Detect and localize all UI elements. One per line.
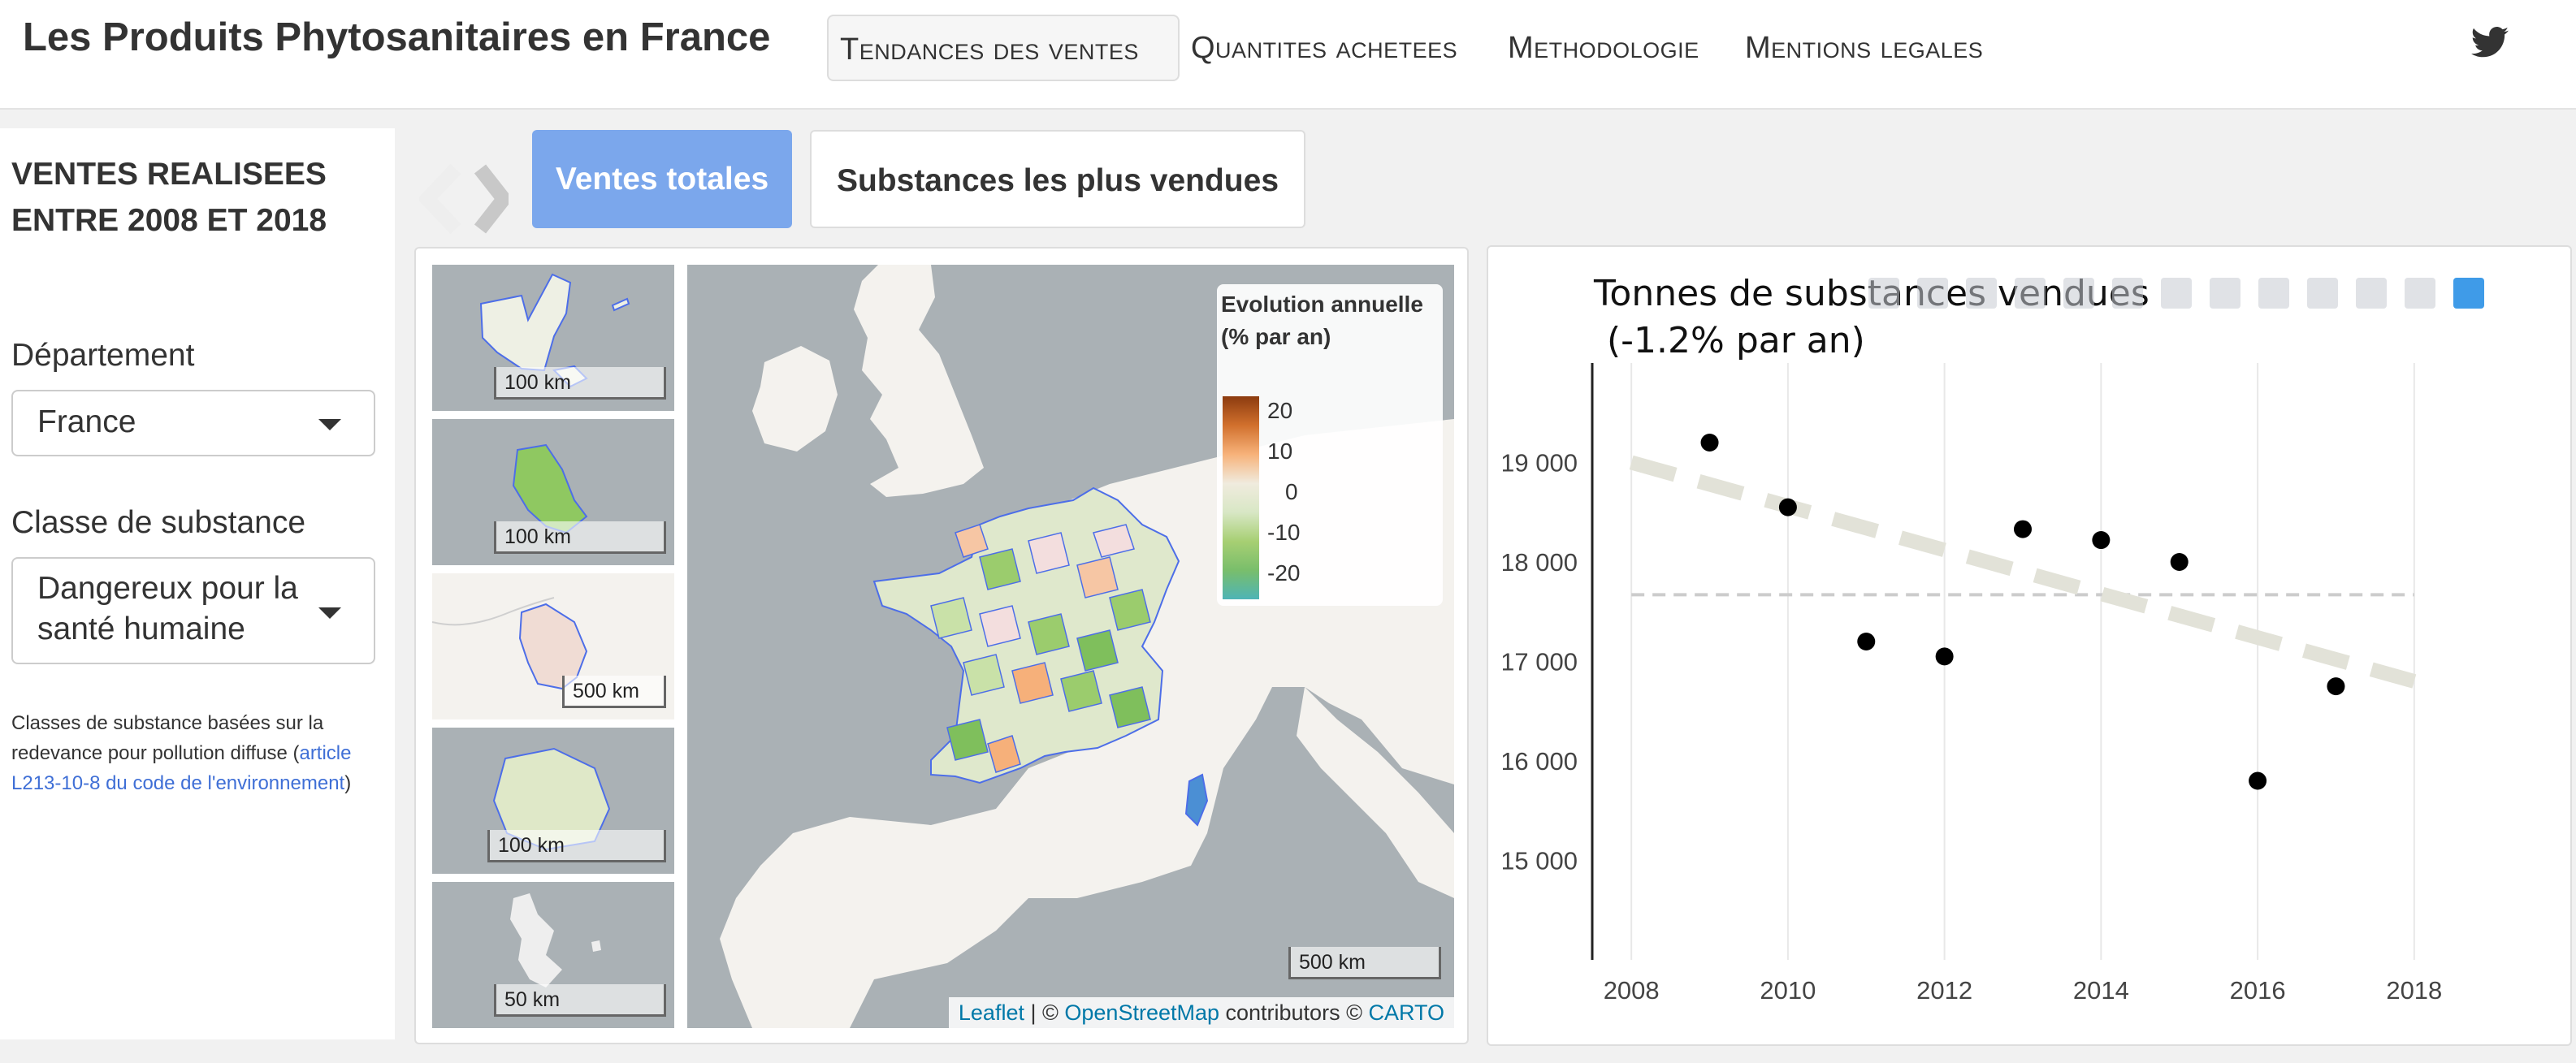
classe-value: Dangereux pour la santé humaine <box>37 571 298 646</box>
x-tick-label: 2010 <box>1760 976 1816 1005</box>
y-tick-label: 19 000 <box>1503 449 1578 477</box>
departement-select[interactable]: France <box>11 390 375 456</box>
camera-icon[interactable] <box>1868 278 1899 309</box>
chevron-down-icon <box>318 419 341 430</box>
article-link[interactable]: article L213-10-8 du code de l'environne… <box>11 742 352 794</box>
data-point <box>2170 553 2189 571</box>
legend-color-bar <box>1223 396 1259 599</box>
inset-scale: 100 km <box>494 367 666 400</box>
spike-icon[interactable] <box>2307 278 2338 309</box>
data-point <box>2327 677 2345 696</box>
inset-map-reunion[interactable]: 100 km <box>432 728 674 874</box>
x-tick-label: 2014 <box>2073 976 2129 1005</box>
home-icon[interactable] <box>2258 278 2289 309</box>
trend-line <box>1629 455 2417 689</box>
y-tick-label: 17 000 <box>1503 648 1578 676</box>
hover-compare-icon[interactable] <box>2405 278 2435 309</box>
lasso-icon[interactable] <box>2063 278 2094 309</box>
inset-map-guadeloupe[interactable]: 100 km <box>432 265 674 411</box>
legend-tick: 20 <box>1267 398 1293 423</box>
inset-map-martinique[interactable]: 100 km <box>432 419 674 565</box>
nav-link-quantites[interactable]: Quantites achetees <box>1191 31 1458 65</box>
x-tick-label: 2016 <box>2230 976 2286 1005</box>
y-tick-label: 16 000 <box>1503 747 1578 776</box>
legend-tick: -20 <box>1267 560 1301 586</box>
legend-title: Evolution annuelle (% par an) <box>1221 292 1423 349</box>
data-point <box>1778 498 1797 516</box>
data-point <box>1857 633 1876 650</box>
y-tick-label: 18 000 <box>1503 548 1578 577</box>
data-point <box>2092 531 2111 550</box>
zoom-out-icon[interactable] <box>2161 278 2192 309</box>
inset-scale: 500 km <box>562 676 666 708</box>
map-attribution: Leaflet | © OpenStreetMap contributors ©… <box>948 997 1454 1028</box>
inset-scale: 100 km <box>487 830 666 862</box>
tab-ventes-totales[interactable]: Ventes totales <box>532 130 792 228</box>
zoom-in-icon[interactable] <box>2112 278 2143 309</box>
leaflet-link[interactable]: Leaflet <box>958 1000 1024 1025</box>
tab-substances-plus-vendues[interactable]: Substances les plus vendues <box>810 130 1305 228</box>
legend-tick: 10 <box>1267 439 1293 464</box>
legend-tick: 0 <box>1285 479 1298 504</box>
departement-value: France <box>37 404 136 439</box>
twitter-icon[interactable] <box>2470 23 2510 63</box>
nav-link-tendances[interactable]: Tendances des ventes <box>827 15 1180 81</box>
autoscale-icon[interactable] <box>2210 278 2240 309</box>
data-point <box>2014 520 2032 538</box>
classe-label: Classe de substance <box>11 505 306 540</box>
map-scale: 500 km <box>1288 947 1441 979</box>
data-point <box>1935 647 1954 666</box>
select-icon[interactable] <box>2015 278 2046 309</box>
departement-label: Département <box>11 338 195 373</box>
chart-panel: 2008 2010 2012 2014 2016 2018 15 000 16 000 17 0… <box>1487 245 2572 1046</box>
mayotte-shape <box>510 893 601 987</box>
navbar: Les Produits Phytosanitaires en France T… <box>0 0 2576 110</box>
classe-select[interactable]: Dangereux pour la santé humaine <box>11 557 375 664</box>
sidebar: VENTES REALISEES ENTRE 2008 ET 2018 Dépa… <box>0 128 395 1039</box>
x-tick-label: 2018 <box>2386 976 2442 1005</box>
y-tick-label: 15 000 <box>1503 847 1578 875</box>
hover-closest-icon[interactable] <box>2356 278 2387 309</box>
data-point <box>1700 434 1719 452</box>
x-tick-label: 2008 <box>1604 976 1660 1005</box>
legend-tick: -10 <box>1267 520 1301 545</box>
inset-scale: 50 km <box>494 984 666 1017</box>
map-legend: Evolution annuelle (% par an) 20 10 0 -1… <box>1217 284 1443 606</box>
carto-link[interactable]: CARTO <box>1368 1000 1444 1025</box>
chevron-down-icon <box>318 607 341 619</box>
sidebar-title: VENTES REALISEES ENTRE 2008 ET 2018 <box>11 157 327 238</box>
zoom-icon[interactable] <box>1917 278 1948 309</box>
inset-map-guyane[interactable]: 500 km <box>432 573 674 719</box>
main-map[interactable]: Evolution annuelle (% par an) 20 10 0 -1… <box>687 265 1454 1028</box>
nav-link-mentions[interactable]: Mentions legales <box>1745 31 1984 65</box>
collapse-arrows-icon[interactable] <box>419 162 509 236</box>
osm-link[interactable]: OpenStreetMap <box>1064 1000 1219 1025</box>
brand-title[interactable]: Les Produits Phytosanitaires en France <box>23 15 771 59</box>
chart-subtitle: (-1.2% par an) <box>1607 320 1865 361</box>
substance-note: Classes de substance basées sur la redev… <box>11 712 352 794</box>
plotly-logo-icon[interactable] <box>2453 278 2484 309</box>
scatter-chart[interactable]: 2008 2010 2012 2014 2016 2018 15 000 16 000 17 0… <box>1503 261 2559 1033</box>
nav-link-methodologie[interactable]: Methodologie <box>1508 31 1699 65</box>
inset-scale: 100 km <box>494 521 666 554</box>
x-tick-label: 2012 <box>1916 976 1972 1005</box>
data-point <box>2249 771 2267 790</box>
pan-icon[interactable] <box>1966 278 1997 309</box>
inset-map-mayotte[interactable]: 50 km <box>432 882 674 1028</box>
map-panel: 100 km 100 km 500 km 100 km 50 km <box>414 247 1469 1044</box>
